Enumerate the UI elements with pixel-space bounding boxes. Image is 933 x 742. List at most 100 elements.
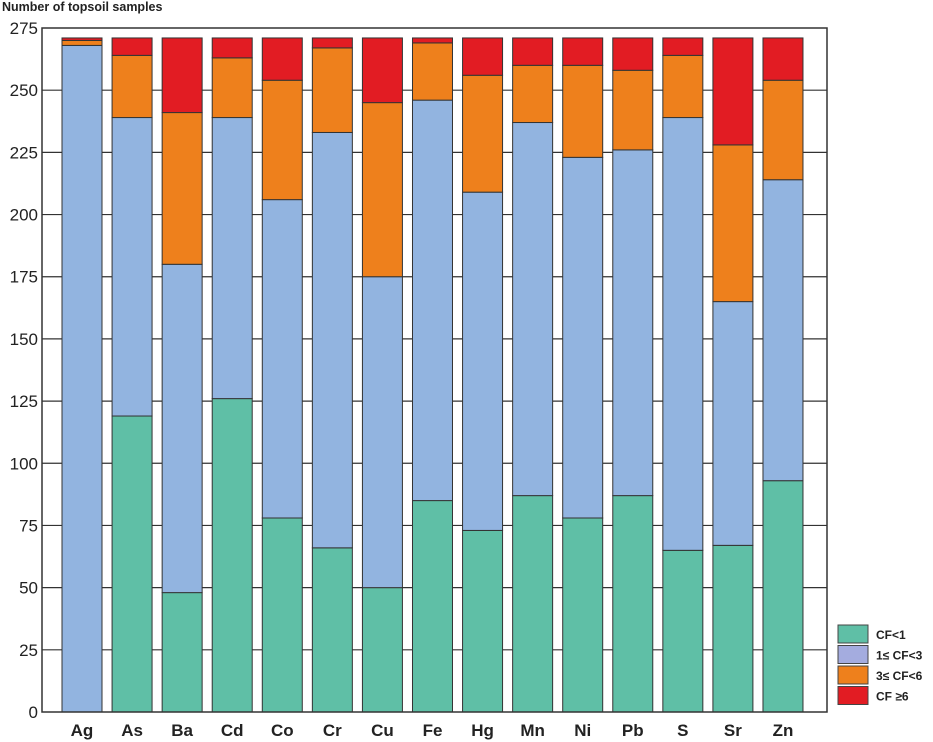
y-tick-label: 0 [29,703,38,722]
bar-segment-Cd-3 [211,37,253,59]
y-tick-label: 25 [19,641,38,660]
bar-segment-Hg-1 [462,191,504,531]
bar-segment-Ag-2 [61,39,103,46]
x-tick-label: Ba [171,721,193,740]
x-tick-label: Ni [574,721,591,740]
bar-segment-Ba-0 [161,592,203,713]
bar-segment-Co-1 [261,199,303,519]
bar-segment-Sr-2 [712,144,754,303]
legend-swatch [837,686,869,705]
bar-segment-Ni-1 [562,156,604,519]
bar-segment-Pb-3 [612,37,654,71]
bar-segment-Ni-2 [562,64,604,158]
bar-segment-Zn-0 [762,480,804,713]
legend: CF<1 1≤ CF<3 3≤ CF<6 CF ≥6 [837,624,923,705]
y-tick-label: 200 [10,206,38,225]
bar-segment-Co-3 [261,37,303,81]
bar-segment-As-2 [111,54,153,119]
bar-segment-Cu-3 [361,37,403,104]
x-tick-label: Cr [323,721,342,740]
y-tick-label: 275 [10,19,38,38]
y-axis: 0 25 50 75 100 125 150 175 200 225 250 275 [10,19,38,722]
x-tick-label: Pb [622,721,644,740]
x-axis: Ag As Ba Cd Co Cr Cu Fe Hg Mn Ni Pb S Sr Zn [71,721,794,740]
bar-segment-Ni-0 [562,517,604,713]
bar-segment-Ag-3 [61,37,103,41]
x-tick-label: S [677,721,688,740]
bar-segment-Hg-0 [462,529,504,713]
bar-segment-Hg-3 [462,37,504,76]
x-tick-label: Ag [71,721,94,740]
bar-segment-Pb-1 [612,149,654,497]
bar-segment-Pb-2 [612,69,654,151]
bar-segment-Sr-3 [712,37,754,146]
bar-segment-Ni-3 [562,37,604,66]
y-tick-label: 225 [10,143,38,162]
bar-segment-Sr-0 [712,544,754,713]
x-tick-label: Mn [520,721,545,740]
bar-segment-Cu-1 [361,276,403,589]
bar-segment-Mn-1 [512,122,554,497]
y-tick-label: 50 [19,579,38,598]
bar-segment-Cr-3 [311,37,353,49]
legend-label: CF ≥6 [876,690,909,704]
x-tick-label: Hg [471,721,494,740]
bar-segment-Ba-3 [161,37,203,114]
x-tick-label: Cd [221,721,244,740]
x-tick-label: Zn [773,721,794,740]
bar-segment-Fe-3 [411,37,453,44]
y-tick-label: 150 [10,330,38,349]
bar-segment-Mn-0 [512,495,554,713]
bar-segment-Mn-2 [512,64,554,124]
plot-frame [41,27,828,713]
bar-segment-Cr-2 [311,47,353,133]
y-tick-label: 75 [19,516,38,535]
y-tick-label: 100 [10,454,38,473]
y-tick-label: 250 [10,81,38,100]
bar-segment-Mn-3 [512,37,554,66]
bar-segment-Zn-3 [762,37,804,81]
bar-segment-S-1 [662,117,704,551]
legend-swatch [837,624,869,644]
legend-label: 3≤ CF<6 [876,669,923,683]
bar-segment-Sr-1 [712,301,754,546]
y-axis-title: Number of topsoil samples [2,0,162,14]
bar-segment-Cr-1 [311,131,353,549]
bar-segment-Zn-1 [762,179,804,482]
y-tick-label: 125 [10,392,38,411]
bar-segment-Zn-2 [762,79,804,181]
bar-segment-Fe-1 [411,99,453,502]
bar-segment-Ba-2 [161,112,203,265]
bar-segment-Fe-0 [411,500,453,713]
bar-segment-Cr-0 [311,547,353,713]
bar-segment-Co-2 [261,79,303,201]
bar-segment-As-0 [111,415,153,713]
bar-segment-As-3 [111,37,153,56]
bar-segment-Cu-2 [361,102,403,278]
bar-segment-Pb-0 [612,495,654,713]
bar-segment-S-0 [662,549,704,713]
x-tick-label: Fe [423,721,443,740]
bar-segment-Ba-1 [161,263,203,594]
y-tick-label: 175 [10,268,38,287]
bar-segment-Fe-2 [411,42,453,101]
bar-segment-As-1 [111,117,153,417]
bar-segment-S-3 [662,37,704,56]
x-tick-label: Cu [371,721,394,740]
bar-segment-Cu-0 [361,587,403,713]
bar-segment-Co-0 [261,517,303,713]
legend-label: CF<1 [876,628,906,642]
x-tick-label: Sr [724,721,742,740]
bar-segment-S-2 [662,54,704,119]
bar-segment-Hg-2 [462,74,504,193]
bar-segment-Cd-2 [211,57,253,119]
x-tick-label: As [121,721,143,740]
legend-swatch [837,665,869,685]
bar-segment-Cd-0 [211,398,253,713]
legend-label: 1≤ CF<3 [876,649,923,663]
bar-segment-Cd-1 [211,117,253,400]
legend-swatch [837,645,869,664]
x-tick-label: Co [271,721,294,740]
bar-segment-Ag-1 [61,44,103,713]
